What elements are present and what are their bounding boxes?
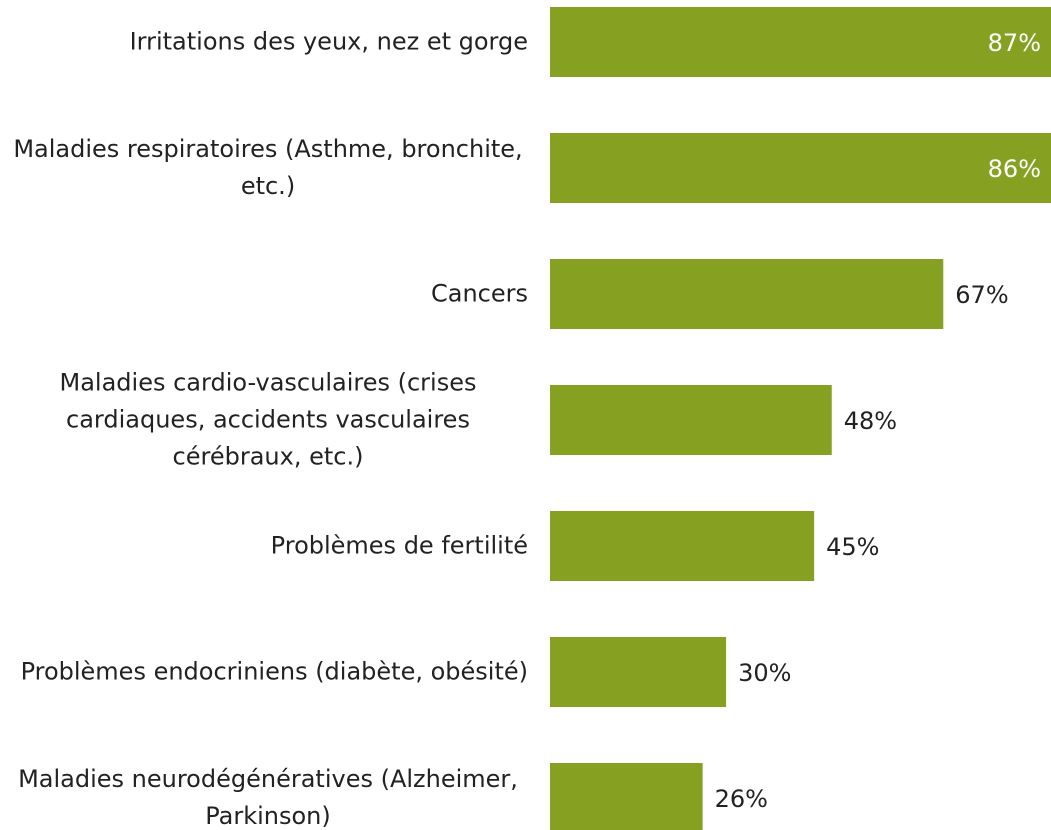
category-label: Maladies neurodégénératives (Alzheimer, … bbox=[18, 765, 518, 830]
bar bbox=[550, 259, 944, 329]
category-label-box: Irritations des yeux, nez et gorge bbox=[0, 24, 528, 61]
value-label: 48% bbox=[844, 407, 897, 435]
category-label: Maladies cardio-vasculaires (crises card… bbox=[59, 368, 477, 471]
value-label: 86% bbox=[988, 155, 1041, 183]
bar bbox=[550, 637, 727, 707]
category-label: Cancers bbox=[430, 279, 528, 308]
category-label-box: Problèmes de fertilité bbox=[0, 528, 528, 565]
category-label: Problèmes de fertilité bbox=[270, 531, 528, 560]
category-label-box: Problèmes endocriniens (diabète, obésité… bbox=[0, 654, 528, 691]
value-label: 87% bbox=[988, 29, 1041, 57]
value-label: 45% bbox=[826, 533, 879, 561]
bar bbox=[550, 7, 1051, 77]
category-label-box: Cancers bbox=[0, 276, 528, 313]
value-label: 26% bbox=[715, 785, 768, 813]
bar bbox=[550, 133, 1051, 203]
category-label: Problèmes endocriniens (diabète, obésité… bbox=[20, 657, 528, 686]
category-label-box: Maladies cardio-vasculaires (crises card… bbox=[0, 365, 528, 476]
category-label-box: Maladies respiratoires (Asthme, bronchit… bbox=[0, 131, 528, 205]
bar bbox=[550, 385, 832, 455]
category-label-box: Maladies neurodégénératives (Alzheimer, … bbox=[0, 761, 528, 830]
category-label: Maladies respiratoires (Asthme, bronchit… bbox=[13, 135, 523, 200]
category-label: Irritations des yeux, nez et gorge bbox=[129, 27, 528, 56]
bar bbox=[550, 511, 815, 581]
bar bbox=[550, 763, 703, 830]
value-label: 67% bbox=[955, 281, 1008, 309]
value-label: 30% bbox=[738, 659, 791, 687]
